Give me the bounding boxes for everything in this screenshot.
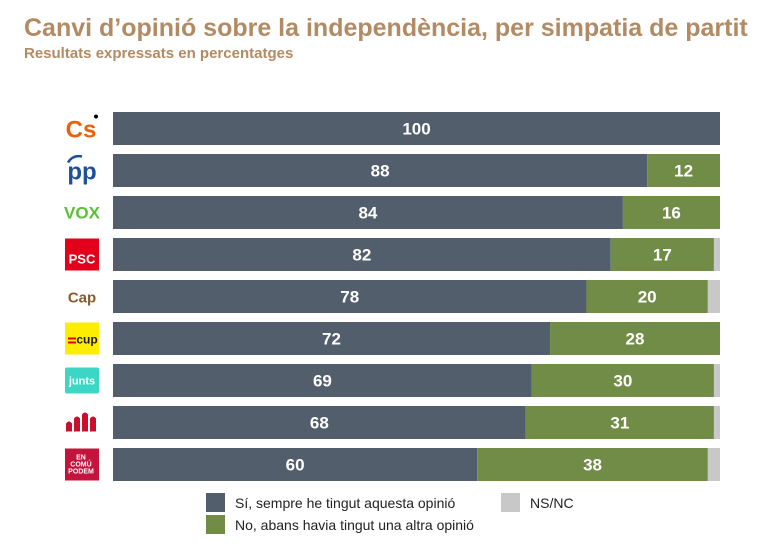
svg-text:VOX: VOX — [64, 204, 101, 223]
bar-no — [531, 364, 714, 397]
bar-nsnc — [707, 448, 720, 481]
bar-no — [525, 406, 714, 439]
cap-logo-icon: Cap — [68, 290, 96, 307]
bar-nsnc — [713, 364, 720, 397]
data-label: 100 — [402, 120, 430, 139]
data-label: 12 — [674, 162, 693, 181]
data-label: 30 — [613, 372, 632, 391]
data-label: 31 — [610, 414, 629, 433]
legend-item-nsnc: NS/NC — [501, 493, 574, 512]
data-label: 17 — [653, 246, 672, 265]
legend-label-nsnc: NS/NC — [530, 494, 574, 511]
bar-no — [477, 448, 708, 481]
chart-title: Canvi d’opinió sobre la independència, p… — [24, 14, 748, 42]
legend-label-yes: Sí, sempre he tingut aquesta opinió — [235, 494, 456, 511]
bar-yes — [113, 154, 648, 187]
chart-subtitle: Resultats expressats en percentatges — [24, 45, 294, 62]
data-label: 20 — [638, 288, 657, 307]
data-label: 82 — [352, 246, 371, 265]
data-label: 72 — [322, 330, 341, 349]
psc-logo-icon: PSC — [65, 238, 99, 271]
legend-item-no: No, abans havia tingut una altra opinió — [206, 515, 474, 534]
svg-text:PSC: PSC — [69, 252, 96, 267]
bar-yes — [113, 322, 551, 355]
legend-swatch-yes — [206, 493, 225, 512]
bar-no — [622, 196, 720, 229]
cup-logo-icon: cup — [65, 322, 99, 355]
svg-text:pp: pp — [67, 159, 96, 186]
data-label: 28 — [626, 330, 645, 349]
bar-yes — [113, 238, 611, 271]
bar-no — [610, 238, 714, 271]
bar-yes — [113, 112, 720, 145]
junts-logo-icon: junts — [65, 367, 99, 394]
data-label: 69 — [313, 372, 332, 391]
data-label: 60 — [286, 456, 305, 475]
svg-text:EN: EN — [76, 455, 86, 462]
pp-logo-icon: pp — [66, 154, 97, 186]
bar-nsnc — [713, 406, 720, 439]
data-label: 38 — [583, 456, 602, 475]
bar-yes — [113, 364, 532, 397]
svg-text:COMÚ: COMÚ — [70, 460, 91, 469]
bar-no — [647, 154, 720, 187]
data-label: 84 — [358, 204, 377, 223]
svg-text:Cs: Cs — [66, 117, 97, 144]
bar-nsnc — [713, 238, 720, 271]
cs-logo-icon: Cs — [66, 114, 98, 144]
bar-yes — [113, 448, 478, 481]
svg-text:PODEM: PODEM — [68, 469, 94, 476]
legend-swatch-no — [206, 515, 225, 534]
legend-label-no: No, abans havia tingut una altra opinió — [235, 516, 474, 533]
bar-yes — [113, 280, 587, 313]
bar-no — [586, 280, 708, 313]
erc-logo-icon — [66, 412, 96, 432]
data-label: 78 — [340, 288, 359, 307]
bars — [113, 112, 720, 481]
data-label: 88 — [371, 162, 390, 181]
bar-yes — [113, 406, 526, 439]
bar-no — [550, 322, 720, 355]
svg-text:Cap: Cap — [68, 290, 96, 307]
data-labels: 100 88 12 84 16 82 17 78 20 72 28 69 30 68 31 60 38 — [286, 120, 693, 475]
vox-logo-icon: VOX — [64, 204, 101, 223]
svg-text:junts: junts — [68, 376, 95, 388]
data-label: 16 — [662, 204, 681, 223]
data-label: 68 — [310, 414, 329, 433]
legend-swatch-nsnc — [501, 493, 520, 512]
bar-yes — [113, 196, 623, 229]
svg-text:cup: cup — [76, 333, 97, 347]
legend-item-yes: Sí, sempre he tingut aquesta opinió — [206, 493, 455, 512]
bar-nsnc — [707, 280, 720, 313]
